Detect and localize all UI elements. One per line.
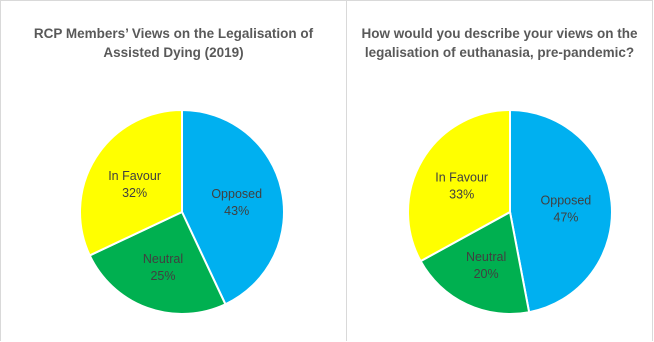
pie-chart-left: Opposed 43% Neutral 25% In Favour 32% <box>79 108 285 315</box>
chart-panel-right: How would you describe your views on the… <box>346 0 653 341</box>
pie-value-in-favour-left: 32% <box>122 186 147 200</box>
pie-slice-in-favour-left <box>79 108 183 257</box>
pie-label-opposed-left: Opposed <box>211 187 262 201</box>
chart-title-left: RCP Members’ Views on the Legalisation o… <box>1 24 346 62</box>
pie-slice-opposed-left <box>181 108 285 306</box>
pie-value-neutral-left: 25% <box>150 269 175 283</box>
chart-title-left-line-2: Assisted Dying (2019) <box>103 45 244 60</box>
chart-title-right-line-1: How would you describe your views on the <box>361 26 638 41</box>
chart-title-right-line-2: legalisation of euthanasia, pre-pandemic… <box>364 45 635 60</box>
pie-label-neutral-right: Neutral <box>466 250 506 264</box>
pie-value-opposed-left: 43% <box>224 204 249 218</box>
pie-slice-neutral-right <box>419 210 531 315</box>
pie-slice-neutral-left <box>88 210 227 315</box>
pie-label-opposed-right: Opposed <box>541 194 592 208</box>
chart-title-left-line-1: RCP Members’ Views on the Legalisation o… <box>33 26 314 41</box>
pie-label-in-favour-left: In Favour <box>108 169 161 183</box>
chart-panel-left: RCP Members’ Views on the Legalisation o… <box>0 0 346 341</box>
pie-label-in-favour-right: In Favour <box>435 170 488 184</box>
pie-slice-opposed-right <box>509 108 613 314</box>
pie-value-opposed-right: 47% <box>553 211 578 225</box>
pie-slice-in-favour-right <box>407 108 511 263</box>
chart-title-right: How would you describe your views on the… <box>347 24 652 62</box>
pie-value-neutral-right: 20% <box>474 267 499 281</box>
pie-value-in-favour-right: 33% <box>449 187 474 201</box>
pie-chart-right: Opposed 47% Neutral 20% In Favour 33% <box>407 108 613 315</box>
pie-label-neutral-left: Neutral <box>143 252 183 266</box>
